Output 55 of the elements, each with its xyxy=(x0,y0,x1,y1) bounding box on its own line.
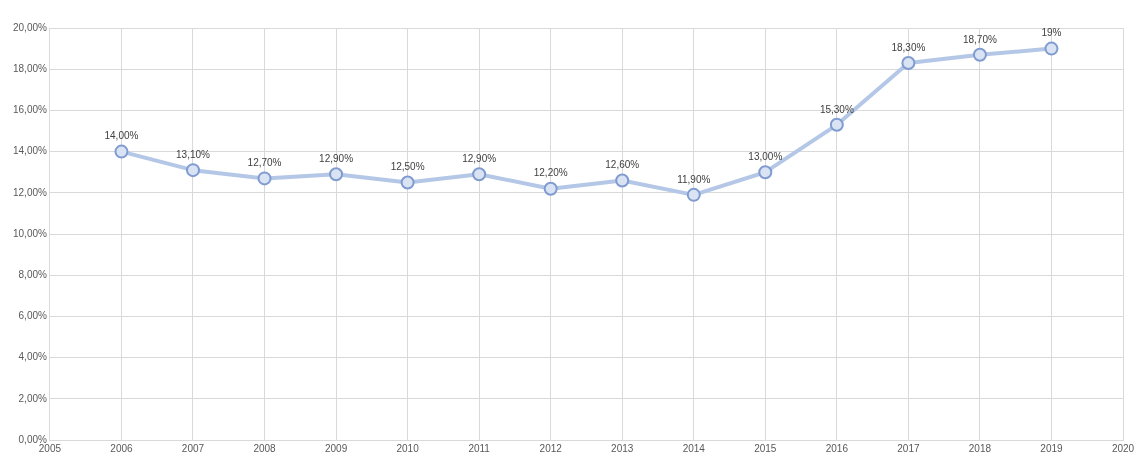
y-tick-label: 6,00% xyxy=(18,310,48,322)
point xyxy=(114,144,129,159)
x-tick-label: 2008 xyxy=(253,442,277,454)
data-label: 19% xyxy=(1041,27,1062,39)
x-tick-label: 2006 xyxy=(110,442,134,454)
point xyxy=(472,167,487,182)
y-tick-label: 12,00% xyxy=(12,186,48,198)
x-tick-label: 2020 xyxy=(1111,442,1135,454)
y-tick-label: 4,00% xyxy=(18,351,48,363)
y-tick-label: 8,00% xyxy=(18,268,48,280)
x-tick-label: 2007 xyxy=(181,442,205,454)
x-tick-label: 2012 xyxy=(539,442,563,454)
data-label: 12,20% xyxy=(533,167,568,179)
x-tick-label: 2017 xyxy=(897,442,920,454)
x-tick-label: 2009 xyxy=(324,442,348,454)
data-label: 18,30% xyxy=(891,41,926,53)
data-label: 12,70% xyxy=(247,157,282,169)
x-tick-label: 2010 xyxy=(396,442,420,454)
x-tick-label: 2016 xyxy=(825,442,849,454)
point xyxy=(257,171,272,186)
point xyxy=(185,163,200,178)
data-label: 13,10% xyxy=(176,148,211,160)
data-label: 13,00% xyxy=(748,150,783,162)
y-tick-label: 18,00% xyxy=(12,62,48,74)
data-label: 12,90% xyxy=(462,153,497,165)
y-tick-label: 20,00% xyxy=(12,21,48,33)
y-tick-label: 14,00% xyxy=(12,145,48,157)
data-label: 12,90% xyxy=(319,153,354,165)
point xyxy=(1044,41,1059,56)
point xyxy=(901,56,916,71)
x-tick-label: 2011 xyxy=(468,442,491,454)
y-tick-label: 2,00% xyxy=(18,392,48,404)
data-label: 12,50% xyxy=(390,161,425,173)
point xyxy=(543,181,558,196)
x-tick-label: 2013 xyxy=(611,442,634,454)
x-tick-label: 2018 xyxy=(968,442,992,454)
data-label: 11,90% xyxy=(677,173,711,185)
data-label: 18,70% xyxy=(962,33,997,45)
data-label: 14,00% xyxy=(104,130,139,142)
point xyxy=(758,165,773,180)
data-label: 12,60% xyxy=(605,159,640,171)
point xyxy=(615,173,630,188)
x-tick-label: 2005 xyxy=(38,442,62,454)
point xyxy=(829,117,844,132)
y-tick-label: 0,00% xyxy=(18,433,48,445)
y-tick-label: 16,00% xyxy=(12,104,48,116)
point xyxy=(686,187,701,202)
y-tick-label: 10,00% xyxy=(12,227,48,239)
point xyxy=(972,47,987,62)
x-tick-label: 2014 xyxy=(682,442,706,454)
data-label: 15,30% xyxy=(819,103,854,115)
point xyxy=(400,175,415,190)
point xyxy=(329,167,344,182)
x-tick-label: 2019 xyxy=(1040,442,1064,454)
x-tick-label: 2015 xyxy=(754,442,777,454)
